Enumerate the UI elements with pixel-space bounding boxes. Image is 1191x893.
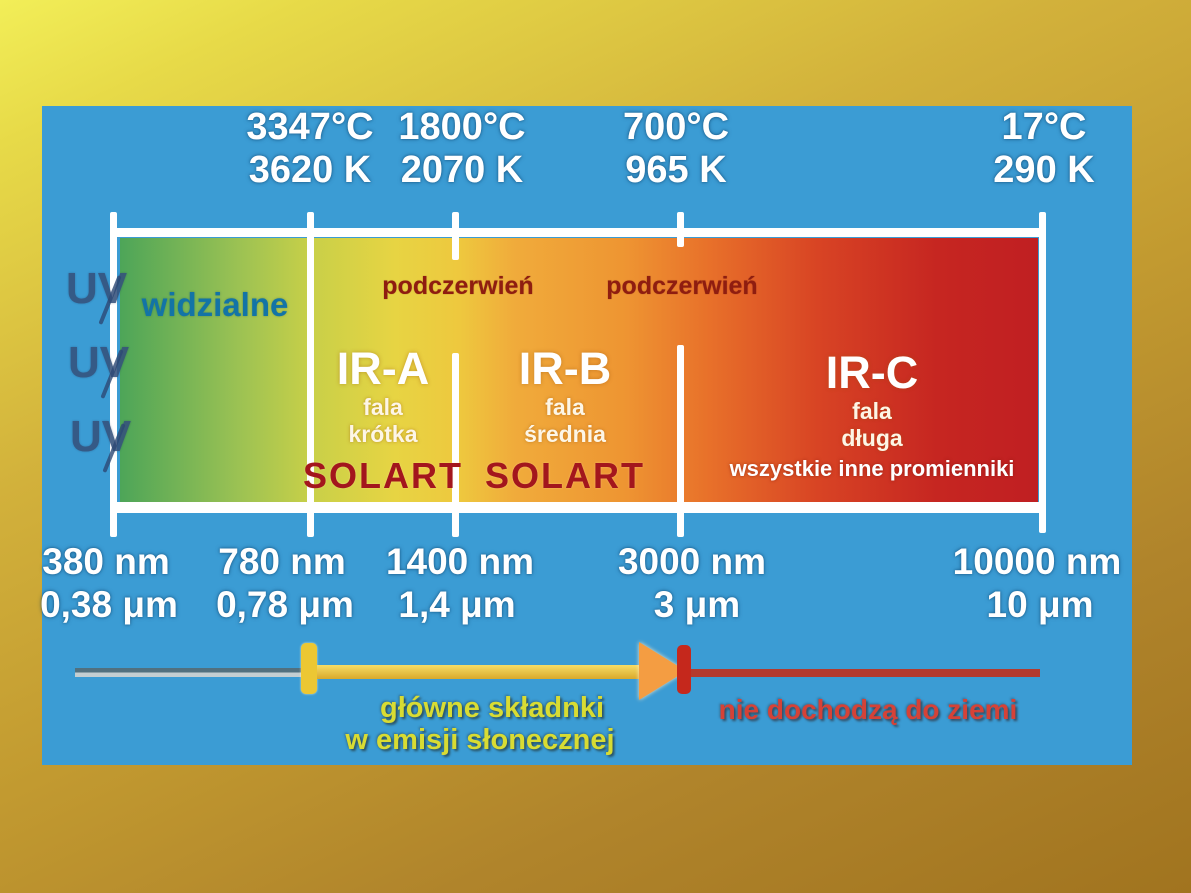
wavelength-um: 1,4 μm xyxy=(398,584,516,625)
band-title: IR-B xyxy=(518,343,612,394)
temperature-celsius: 17°C xyxy=(1001,106,1087,148)
scale-tick-3000nm xyxy=(677,212,684,247)
band-divider-1400nm xyxy=(452,353,459,537)
red-tick xyxy=(677,645,691,694)
band-wave-type: fala xyxy=(545,394,585,420)
temperature-kelvin: 965 K xyxy=(625,149,727,191)
wavelength-um: 0,38 μm xyxy=(40,584,178,625)
band-wave-type: fala xyxy=(852,398,892,424)
solar-emission-caption-line1: główne składnki xyxy=(380,692,604,724)
band-note: wszystkie inne promienniki xyxy=(729,456,1015,481)
wavelength-um: 0,78 μm xyxy=(216,584,354,625)
temperature-kelvin: 290 K xyxy=(993,149,1095,191)
yellow-tick xyxy=(301,643,317,694)
wavelength-nm: 380 nm xyxy=(42,541,170,582)
temperature-label: 3347°C 3620 K xyxy=(246,106,373,192)
wavelength-nm: 10000 nm xyxy=(952,541,1122,582)
non-reaching-line xyxy=(691,669,1040,677)
infrared-label: podczerwień xyxy=(382,272,534,300)
wavelength-nm: 780 nm xyxy=(218,541,346,582)
temperature-label: 1800°C 2070 K xyxy=(398,106,525,192)
uv-label: UV xyxy=(68,338,130,387)
temperature-celsius: 3347°C xyxy=(246,106,374,148)
band-wave-type: długa xyxy=(841,425,903,451)
band-ir-b: IR-B fala średnia SOLART xyxy=(485,344,645,496)
band-wave-type: średnia xyxy=(524,421,606,447)
band-wave-type: krótka xyxy=(348,421,418,447)
band-ir-c: IR-C fala długa wszystkie inne promienni… xyxy=(730,348,1015,482)
solar-emission-caption-line2: w emisji słonecznej xyxy=(345,724,615,756)
band-title: IR-A xyxy=(336,343,430,394)
solar-emission-line xyxy=(317,665,643,679)
not-reaching-caption: nie dochodzą do ziemi xyxy=(718,694,1018,725)
diagram-panel: 3347°C 3620 K 1800°C 2070 K 700°C 965 K … xyxy=(40,106,1132,765)
solart-label: SOLART xyxy=(485,455,645,496)
band-ir-a: IR-A fala krótka SOLART xyxy=(303,344,463,496)
temperature-scale-line xyxy=(113,228,1042,237)
temperature-celsius: 700°C xyxy=(622,106,730,148)
temperature-label: 700°C 965 K xyxy=(623,106,729,192)
spectrum-bottom-border xyxy=(113,502,1042,513)
band-divider-780nm xyxy=(307,212,314,537)
wavelength-nm: 3000 nm xyxy=(617,541,767,582)
uv-label: UV xyxy=(66,264,128,313)
wavelength-um: 10 μm xyxy=(986,584,1094,625)
temperature-celsius: 1800°C xyxy=(398,106,526,148)
scale-tick-right-boundary xyxy=(1039,212,1046,533)
solart-label: SOLART xyxy=(303,455,463,496)
visible-light-label: widzialne xyxy=(141,286,289,323)
temperature-label: 17°C 290 K xyxy=(993,106,1094,192)
band-title: IR-C xyxy=(825,347,919,398)
wavelength-nm: 1400 nm xyxy=(385,541,535,582)
scale-tick-1400nm xyxy=(452,212,459,260)
temperature-kelvin: 3620 K xyxy=(248,149,372,191)
temperature-kelvin: 2070 K xyxy=(400,149,524,191)
band-divider-3000nm xyxy=(677,345,684,537)
uv-visible-baseline xyxy=(75,668,305,677)
wavelength-um: 3 μm xyxy=(653,584,741,625)
uv-label: UV xyxy=(70,412,132,461)
spectrum-bar xyxy=(120,238,1038,502)
infrared-label: podczerwień xyxy=(606,272,758,300)
band-wave-type: fala xyxy=(363,394,403,420)
